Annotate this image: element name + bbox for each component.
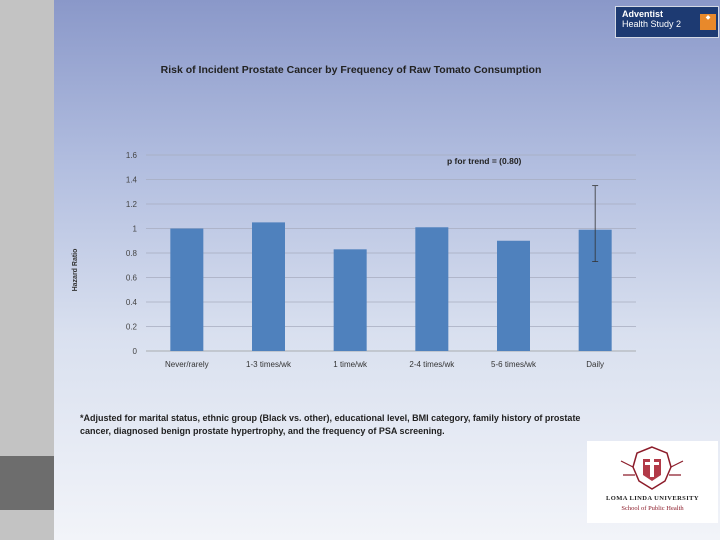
badge-title: Adventist xyxy=(622,9,664,19)
bars xyxy=(170,222,612,351)
grid-lines xyxy=(146,154,636,352)
y-tick-labels: 0 0.2 0.4 0.6 0.8 1 1.2 1.4 1.6 xyxy=(126,151,138,356)
category-labels: Never/rarely 1-3 times/wk 1 time/wk 2-4 tim… xyxy=(165,360,604,369)
y-tick-label: 1.2 xyxy=(126,200,138,209)
logo-school-name: School of Public Health xyxy=(621,505,684,512)
y-tick-label: 0 xyxy=(133,347,138,356)
adventist-health-study-badge: Adventist Health Study 2 ◆ xyxy=(615,6,719,38)
category-label: 1 time/wk xyxy=(333,360,368,369)
university-seal-icon xyxy=(620,446,684,490)
bar xyxy=(252,222,285,351)
loma-linda-logo: LOMA LINDA UNIVERSITY School of Public H… xyxy=(587,441,718,523)
bar xyxy=(415,227,449,351)
y-axis-label: Hazard Ratio xyxy=(72,249,79,292)
footnote: *Adjusted for marital status, ethnic gro… xyxy=(80,413,581,436)
y-tick-label: 0.4 xyxy=(126,298,138,307)
category-label: 5-6 times/wk xyxy=(491,360,537,369)
bar xyxy=(333,249,367,351)
y-tick-label: 0.8 xyxy=(126,249,138,258)
category-label: 2-4 times/wk xyxy=(409,360,455,369)
category-label: Daily xyxy=(586,360,604,369)
ahs2-logo-icon: ◆ xyxy=(700,14,716,30)
y-tick-label: 1.6 xyxy=(126,151,138,160)
y-tick-label: 1 xyxy=(133,225,138,234)
left-side-bar-accent xyxy=(0,456,54,510)
badge-subtitle: Health Study 2 xyxy=(622,19,682,29)
bar xyxy=(170,228,204,351)
p-trend-annotation: p for trend = (0.80) xyxy=(447,156,522,166)
category-label: Never/rarely xyxy=(165,360,209,369)
logo-university-name: LOMA LINDA UNIVERSITY xyxy=(606,495,699,502)
category-label: 1-3 times/wk xyxy=(246,360,292,369)
y-tick-label: 0.6 xyxy=(126,274,138,283)
y-tick-label: 0.2 xyxy=(126,323,138,332)
left-side-bar xyxy=(0,0,54,540)
y-tick-label: 1.4 xyxy=(126,176,138,185)
bar xyxy=(497,240,530,351)
error-bar xyxy=(592,185,599,262)
chart-title: Risk of Incident Prostate Cancer by Freq… xyxy=(161,64,542,76)
